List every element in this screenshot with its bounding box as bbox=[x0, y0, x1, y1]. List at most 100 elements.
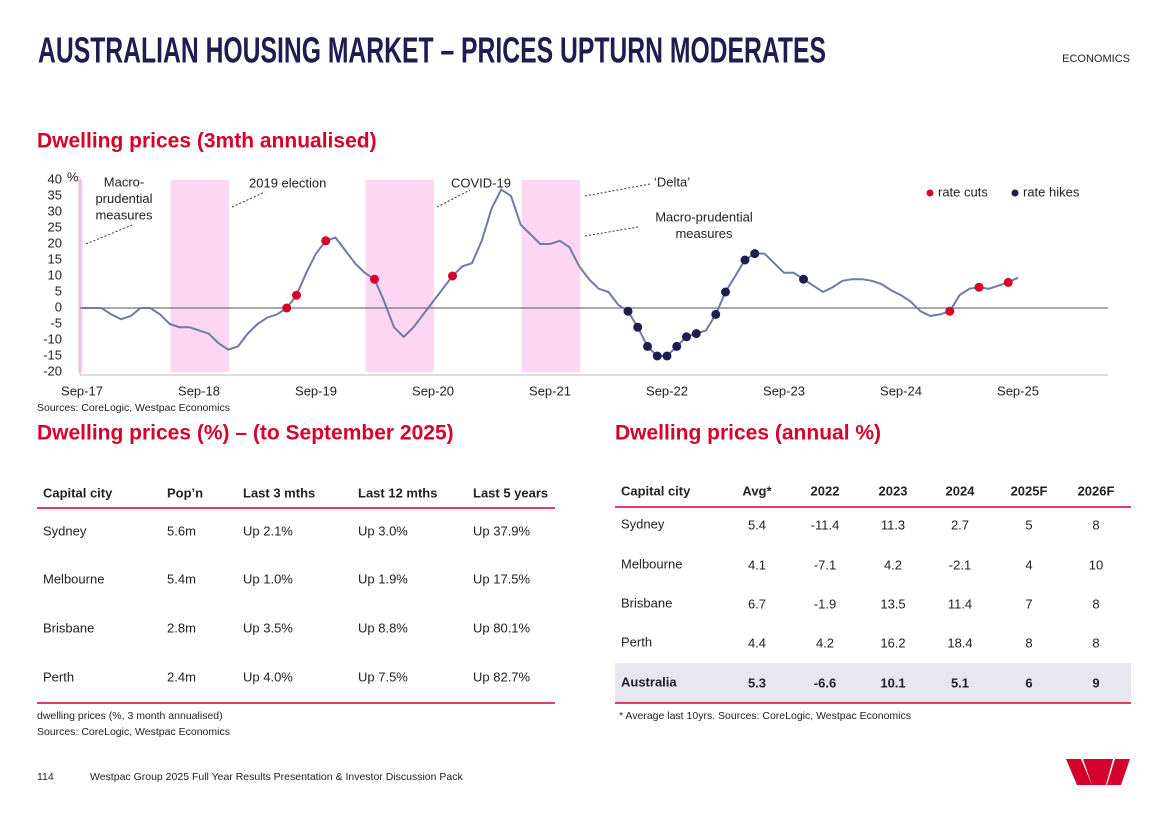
table-header: Pop’n bbox=[167, 485, 203, 500]
rate-marker bbox=[643, 341, 652, 351]
table-cell: 4.2 bbox=[884, 557, 902, 572]
rate-marker bbox=[292, 290, 301, 300]
table-cell: 8 bbox=[1092, 635, 1099, 650]
annotation: ‘Delta’ bbox=[654, 174, 690, 189]
table-cell: 4 bbox=[1025, 557, 1032, 572]
table-cell: Up 8.8% bbox=[358, 620, 408, 635]
table-cell: 4.1 bbox=[748, 557, 766, 572]
table-cell: Brisbane bbox=[43, 620, 94, 635]
table-cell: 7 bbox=[1025, 596, 1032, 611]
table-cell: 11.3 bbox=[881, 517, 905, 532]
table-cell: Up 37.9% bbox=[473, 523, 531, 538]
rate-marker bbox=[662, 351, 672, 361]
table-cell: 4.4 bbox=[748, 635, 766, 650]
table-cell: Perth bbox=[621, 634, 652, 649]
table-cell: 5.1 bbox=[951, 675, 969, 690]
y-tick-label: 30 bbox=[48, 203, 62, 218]
legend-marker bbox=[1011, 189, 1019, 197]
table-cell: 9 bbox=[1092, 675, 1099, 690]
table-cell: Brisbane bbox=[621, 595, 672, 610]
table-cell: 2.4m bbox=[167, 669, 196, 684]
y-tick-label: -10 bbox=[43, 331, 62, 346]
rate-marker bbox=[370, 274, 379, 284]
table-cell: 8 bbox=[1025, 635, 1032, 650]
table-header: Capital city bbox=[43, 485, 113, 500]
table-cell: -11.4 bbox=[811, 517, 840, 532]
price-line bbox=[82, 188, 1019, 357]
table-cell: Sydney bbox=[43, 523, 87, 538]
rate-marker bbox=[799, 274, 808, 284]
table-cell: 8 bbox=[1092, 517, 1099, 532]
table-cell: Up 2.1% bbox=[243, 523, 293, 538]
y-tick-label: 0 bbox=[55, 299, 62, 314]
rate-marker bbox=[721, 287, 730, 297]
y-tick-label: 20 bbox=[48, 235, 62, 250]
table-cell: Up 1.0% bbox=[243, 571, 293, 586]
table-cell: 5.3 bbox=[748, 675, 766, 690]
x-tick-label: Sep-18 bbox=[178, 383, 220, 398]
y-tick-label: 40 bbox=[48, 171, 62, 186]
rate-marker bbox=[282, 303, 292, 313]
rate-marker bbox=[750, 249, 760, 259]
table-cell: -7.1 bbox=[814, 557, 836, 572]
rate-marker bbox=[623, 306, 633, 316]
annotation: Macro- bbox=[104, 174, 144, 189]
annotation-leader bbox=[85, 224, 133, 245]
table-cell: Melbourne bbox=[43, 571, 104, 586]
rate-marker bbox=[711, 309, 721, 319]
slide-title: AUSTRALIAN HOUSING MARKET – PRICES UPTUR… bbox=[38, 30, 826, 71]
rate-marker bbox=[672, 341, 682, 351]
annotation: measures bbox=[95, 207, 153, 222]
shaded-period bbox=[521, 180, 581, 372]
table-cell: Perth bbox=[43, 669, 74, 684]
table-header: Last 3 mths bbox=[243, 485, 315, 500]
table-cell: 2.7 bbox=[951, 517, 969, 532]
chart-source: Sources: CoreLogic, Westpac Economics bbox=[37, 402, 230, 414]
shaded-period bbox=[170, 180, 230, 372]
x-tick-label: Sep-17 bbox=[61, 383, 103, 398]
rate-marker bbox=[321, 236, 331, 246]
footer-text: Westpac Group 2025 Full Year Results Pre… bbox=[90, 771, 463, 783]
rate-marker bbox=[652, 351, 662, 361]
table-header: 2023 bbox=[879, 483, 908, 498]
table-header: Last 12 mths bbox=[358, 485, 437, 500]
rate-marker bbox=[945, 306, 955, 316]
rate-marker bbox=[448, 271, 457, 281]
annotation-leader bbox=[584, 226, 639, 237]
table-cell: 11.4 bbox=[948, 596, 972, 611]
table-header: 2024 bbox=[946, 483, 976, 498]
y-tick-label: 15 bbox=[48, 251, 62, 266]
table-cell: Up 80.1% bbox=[473, 620, 531, 635]
table-title: Dwelling prices (annual %) bbox=[615, 422, 881, 445]
table-header: 2022 bbox=[811, 483, 840, 498]
table-header: Avg* bbox=[742, 483, 772, 498]
table-cell: 10.1 bbox=[880, 675, 905, 690]
table-cell: 5 bbox=[1025, 517, 1032, 532]
y-tick-label: -20 bbox=[43, 363, 62, 378]
table-cell: 10 bbox=[1089, 557, 1103, 572]
annotation-leader bbox=[231, 191, 266, 208]
table-header: 2025F bbox=[1011, 483, 1048, 498]
table-cell: 18.4 bbox=[947, 635, 972, 650]
table-header: Last 5 years bbox=[473, 485, 548, 500]
x-tick-label: Sep-21 bbox=[529, 383, 571, 398]
y-tick-label: 10 bbox=[48, 267, 62, 282]
annotation: 2019 election bbox=[249, 175, 326, 190]
table-cell: 6 bbox=[1025, 675, 1032, 690]
table-cell: 5.4 bbox=[748, 517, 766, 532]
annotation-leader bbox=[584, 183, 651, 197]
x-tick-label: Sep-19 bbox=[295, 383, 337, 398]
x-tick-label: Sep-22 bbox=[646, 383, 688, 398]
rate-marker bbox=[682, 332, 691, 342]
table-cell: Up 82.7% bbox=[473, 669, 531, 684]
annotation: prudential bbox=[95, 191, 152, 206]
table-cell: Up 4.0% bbox=[243, 669, 293, 684]
annotation: measures bbox=[675, 226, 733, 241]
legend-label: rate cuts bbox=[938, 184, 988, 199]
table-header: Capital city bbox=[621, 483, 691, 498]
table-cell: 13.5 bbox=[880, 596, 905, 611]
table-cell: Up 7.5% bbox=[358, 669, 408, 684]
x-tick-label: Sep-25 bbox=[997, 383, 1039, 398]
table-note: dwelling prices (%, 3 month annualised) bbox=[37, 710, 223, 722]
table-cell: 5.6m bbox=[167, 523, 196, 538]
